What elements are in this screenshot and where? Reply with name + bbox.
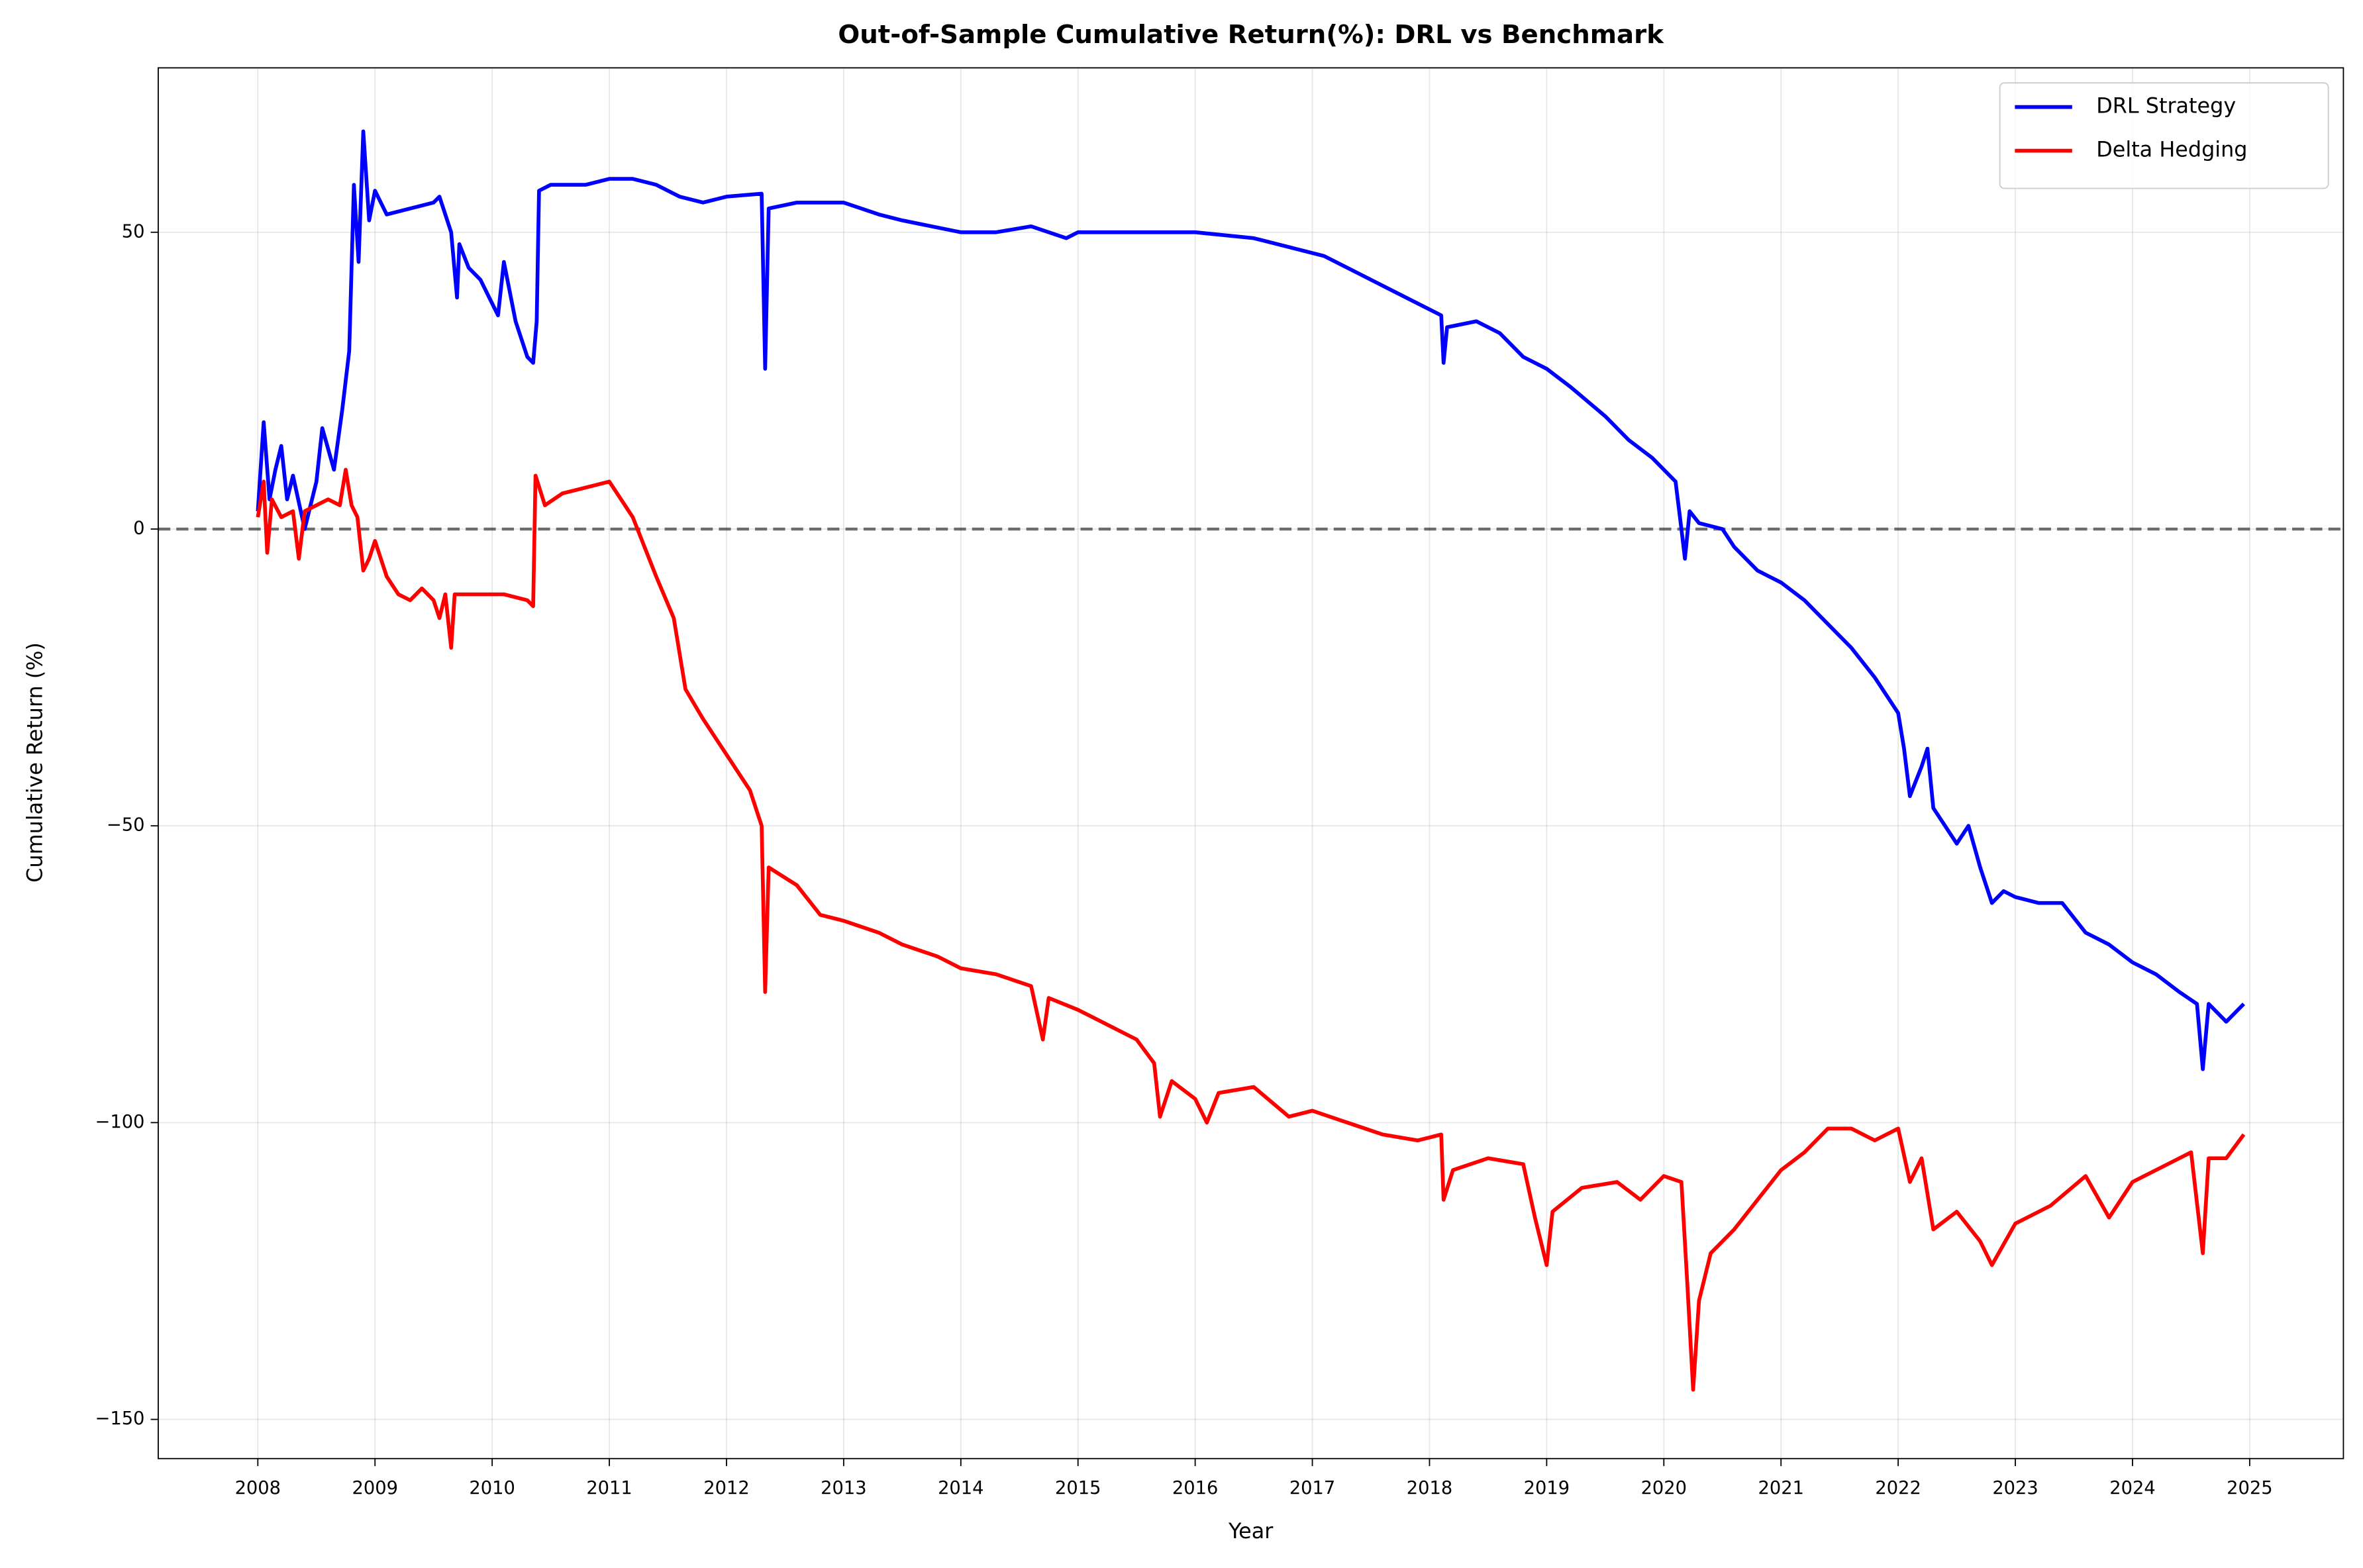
series-line bbox=[256, 129, 2246, 1071]
x-tick-label: 2011 bbox=[586, 1478, 632, 1498]
x-tick-label: 2023 bbox=[1992, 1478, 2038, 1498]
x-tick-label: 2024 bbox=[2109, 1478, 2155, 1498]
x-tick-label: 2010 bbox=[469, 1478, 515, 1498]
x-tick-label: 2014 bbox=[938, 1478, 983, 1498]
x-tick-label: 2008 bbox=[235, 1478, 281, 1498]
x-tick-label: 2013 bbox=[821, 1478, 866, 1498]
x-tick-label: 2020 bbox=[1641, 1478, 1687, 1498]
x-tick-label: 2022 bbox=[1875, 1478, 1921, 1498]
legend-box bbox=[1999, 82, 2329, 189]
chart-title: Out-of-Sample Cumulative Return(%): DRL … bbox=[838, 20, 1664, 50]
x-tick-label: 2025 bbox=[2227, 1478, 2272, 1498]
x-tick-label: 2021 bbox=[1758, 1478, 1803, 1498]
legend: DRL Strategy Delta Hedging bbox=[1999, 82, 2329, 189]
x-tick-label: 2018 bbox=[1407, 1478, 1452, 1498]
y-axis-label: Cumulative Return (%) bbox=[23, 642, 48, 883]
x-tick-label: 2012 bbox=[703, 1478, 749, 1498]
legend-label: Delta Hedging bbox=[2096, 137, 2247, 162]
y-tick-label: −100 bbox=[95, 1112, 144, 1132]
x-tick-label: 2019 bbox=[1524, 1478, 1570, 1498]
plot-frame bbox=[158, 67, 2344, 1459]
y-tick-label: −50 bbox=[107, 815, 145, 836]
x-tick-label: 2015 bbox=[1055, 1478, 1101, 1498]
x-axis-label: Year bbox=[1228, 1518, 1274, 1544]
x-tick-label: 2017 bbox=[1289, 1478, 1335, 1498]
y-tick-label: 50 bbox=[122, 221, 145, 242]
series-line bbox=[256, 467, 2246, 1392]
x-tick-label: 2009 bbox=[352, 1478, 397, 1498]
x-tick-label: 2016 bbox=[1172, 1478, 1218, 1498]
y-tick-label: −150 bbox=[95, 1408, 144, 1429]
legend-label: DRL Strategy bbox=[2096, 93, 2236, 119]
y-tick-label: 0 bbox=[133, 518, 144, 538]
